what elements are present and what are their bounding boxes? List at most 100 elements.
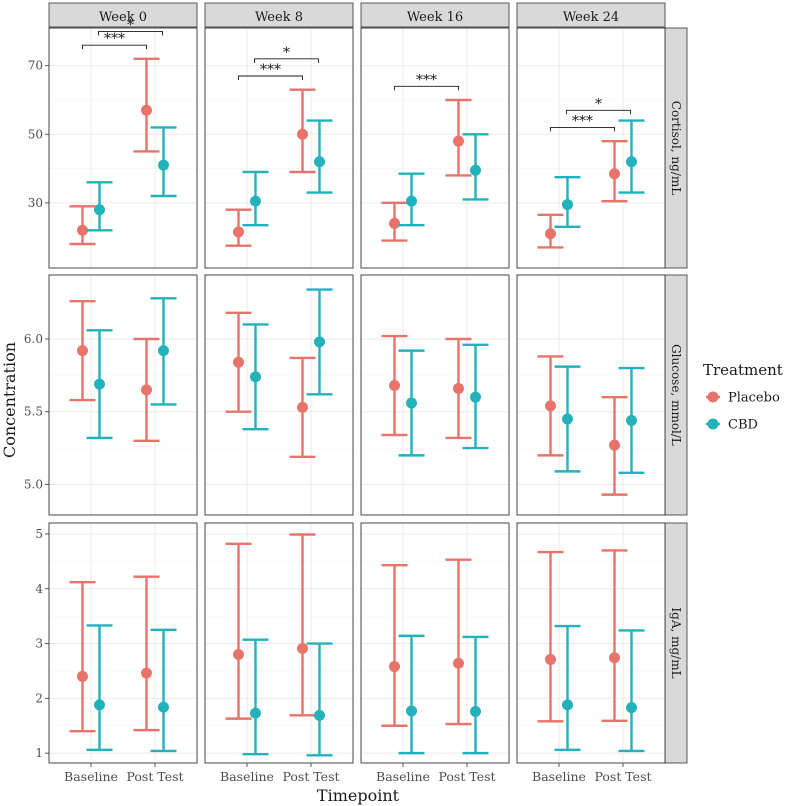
significance-label: *: [283, 45, 290, 61]
mean-point-placebo: [233, 649, 244, 661]
mean-point-placebo: [141, 104, 152, 116]
panel-border: [204, 27, 354, 269]
mean-point-cbd: [250, 195, 261, 207]
mean-point-cbd: [406, 195, 417, 207]
panel-border: [360, 274, 510, 516]
y-tick-label: 70: [28, 59, 43, 73]
facet-column-label: Week 8: [255, 10, 303, 25]
mean-point-placebo: [297, 128, 308, 140]
mean-point-placebo: [297, 401, 308, 413]
facet-column-label: Week 0: [99, 10, 147, 25]
x-tick-label: Post Test: [282, 769, 339, 784]
legend-key-cbd: [707, 418, 719, 430]
mean-point-placebo: [453, 382, 464, 394]
mean-point-cbd: [158, 701, 169, 713]
mean-point-placebo: [609, 168, 620, 180]
mean-point-cbd: [562, 699, 573, 711]
panel-border: [48, 274, 198, 516]
significance-bracket: [98, 30, 163, 36]
panel-background: [49, 28, 197, 268]
legend-label: CBD: [728, 418, 758, 433]
y-tick-label: 2: [35, 691, 43, 705]
mean-point-placebo: [545, 400, 556, 412]
panel-border: [516, 522, 666, 764]
facet-row-label: Glucose, mmol/L: [669, 344, 683, 446]
mean-point-cbd: [158, 345, 169, 357]
mean-point-placebo: [609, 439, 620, 451]
mean-point-cbd: [470, 705, 481, 717]
y-tick-label: 50: [28, 127, 43, 141]
significance-bracket: [82, 44, 147, 50]
panel-background: [361, 28, 509, 268]
plot-area: Week 0 Week 8 Week 16 Week 24 Cortisol, ng/m…: [24, 2, 688, 784]
panel-border: [360, 522, 510, 764]
y-tick-label: 6.0: [24, 332, 43, 346]
panel-background: [205, 28, 353, 268]
facet-column-label: Week 16: [407, 10, 463, 25]
mean-point-cbd: [406, 397, 417, 409]
mean-point-cbd: [250, 371, 261, 383]
mean-point-placebo: [609, 652, 620, 664]
mean-point-cbd: [406, 705, 417, 717]
facet-row-label: IgA, mg/mL: [669, 607, 683, 678]
x-tick-label: Post Test: [126, 769, 183, 784]
mean-point-cbd: [314, 709, 325, 721]
mean-point-cbd: [94, 699, 105, 711]
significance-bracket: [394, 85, 459, 91]
panel-background: [517, 28, 665, 268]
mean-point-cbd: [314, 336, 325, 348]
y-tick-label: 5.5: [24, 405, 43, 419]
facet-row-label: Cortisol, ng/mL: [669, 101, 683, 195]
x-tick-label: Baseline: [532, 769, 586, 784]
mean-point-placebo: [141, 667, 152, 679]
mean-point-placebo: [297, 642, 308, 654]
significance-bracket: [566, 109, 631, 115]
mean-point-cbd: [94, 378, 105, 390]
panel-background: [361, 275, 509, 515]
mean-point-cbd: [158, 159, 169, 171]
legend-title: Treatment: [703, 361, 783, 379]
panel-border: [516, 27, 666, 269]
significance-label: ***: [416, 72, 437, 88]
mean-point-cbd: [626, 702, 637, 714]
x-axis-title: Timepoint: [317, 786, 400, 805]
y-tick-label: 5: [35, 527, 43, 541]
significance-label: ***: [104, 31, 125, 47]
panel-border: [204, 274, 354, 516]
panel-border: [48, 27, 198, 269]
mean-point-cbd: [470, 391, 481, 403]
mean-point-cbd: [470, 164, 481, 176]
mean-point-placebo: [77, 670, 88, 682]
facet-strip-column: [48, 2, 198, 28]
mean-point-placebo: [545, 653, 556, 665]
panel-background: [517, 275, 665, 515]
significance-label: ***: [260, 62, 281, 78]
x-tick-label: Baseline: [376, 769, 430, 784]
y-tick-label: 4: [35, 582, 43, 596]
facet-strip-column: [204, 2, 354, 28]
y-tick-label: 5.0: [24, 477, 43, 491]
x-tick-label: Baseline: [220, 769, 274, 784]
y-axis-title: Concentration: [0, 342, 19, 458]
mean-point-placebo: [77, 345, 88, 357]
significance-bracket: [238, 75, 303, 80]
significance-label: *: [127, 17, 134, 33]
y-tick-label: 1: [35, 746, 43, 760]
mean-point-cbd: [626, 156, 637, 168]
mean-point-cbd: [314, 156, 325, 168]
panel-border: [48, 522, 198, 764]
y-tick-label: 3: [35, 637, 43, 651]
panel-border: [360, 27, 510, 269]
x-tick-label: Baseline: [64, 769, 118, 784]
significance-label: ***: [572, 113, 593, 129]
mean-point-placebo: [389, 661, 400, 673]
facet-column-label: Week 24: [563, 10, 619, 25]
mean-point-cbd: [626, 414, 637, 426]
mean-point-placebo: [141, 384, 152, 396]
mean-point-cbd: [562, 413, 573, 425]
legend-key-placebo: [707, 391, 719, 403]
mean-point-placebo: [233, 356, 244, 368]
mean-point-placebo: [389, 380, 400, 392]
mean-point-placebo: [453, 657, 464, 669]
